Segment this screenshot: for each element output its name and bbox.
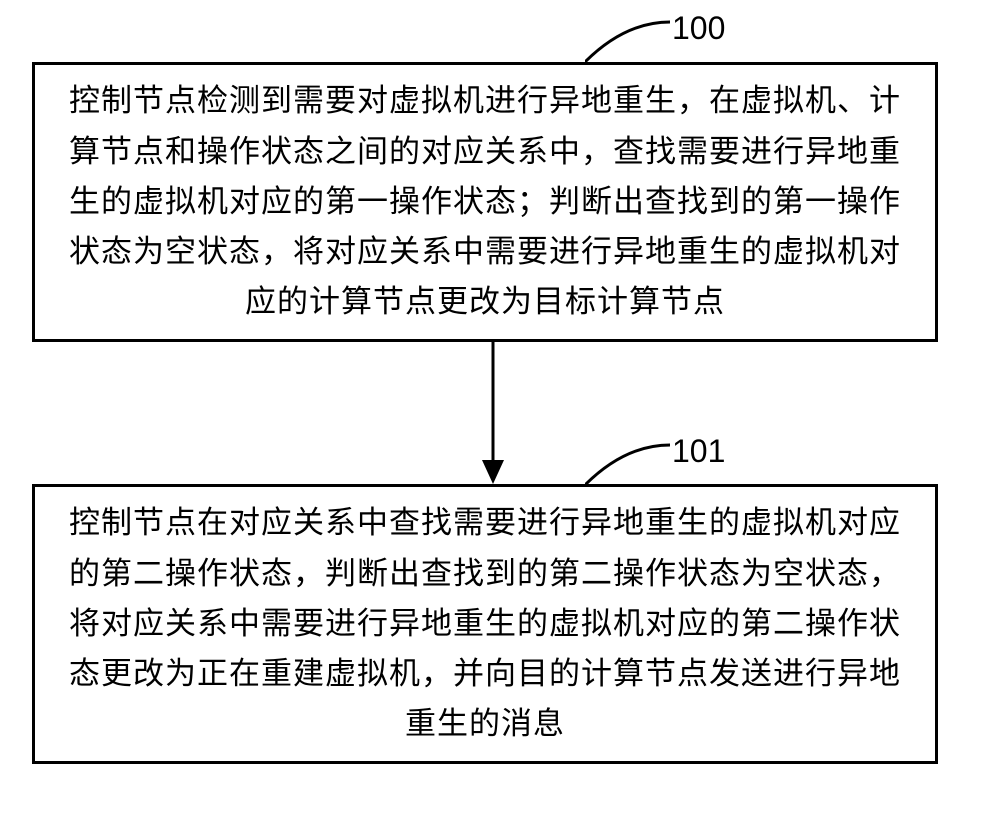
arrow-connector [478,342,508,484]
step-label-101: 101 [672,433,725,470]
flow-step-100: 控制节点检测到需要对虚拟机进行异地重生，在虚拟机、计算节点和操作状态之间的对应关… [32,62,938,342]
flow-step-101: 控制节点在对应关系中查找需要进行异地重生的虚拟机对应的第二操作状态，判断出查找到… [32,484,938,764]
flow-step-101-text: 控制节点在对应关系中查找需要进行异地重生的虚拟机对应的第二操作状态，判断出查找到… [65,498,905,749]
flow-step-100-text: 控制节点检测到需要对虚拟机进行异地重生，在虚拟机、计算节点和操作状态之间的对应关… [65,76,905,327]
step-label-100: 100 [672,10,725,47]
flowchart-container: 100 控制节点检测到需要对虚拟机进行异地重生，在虚拟机、计算节点和操作状态之间… [0,0,1000,829]
